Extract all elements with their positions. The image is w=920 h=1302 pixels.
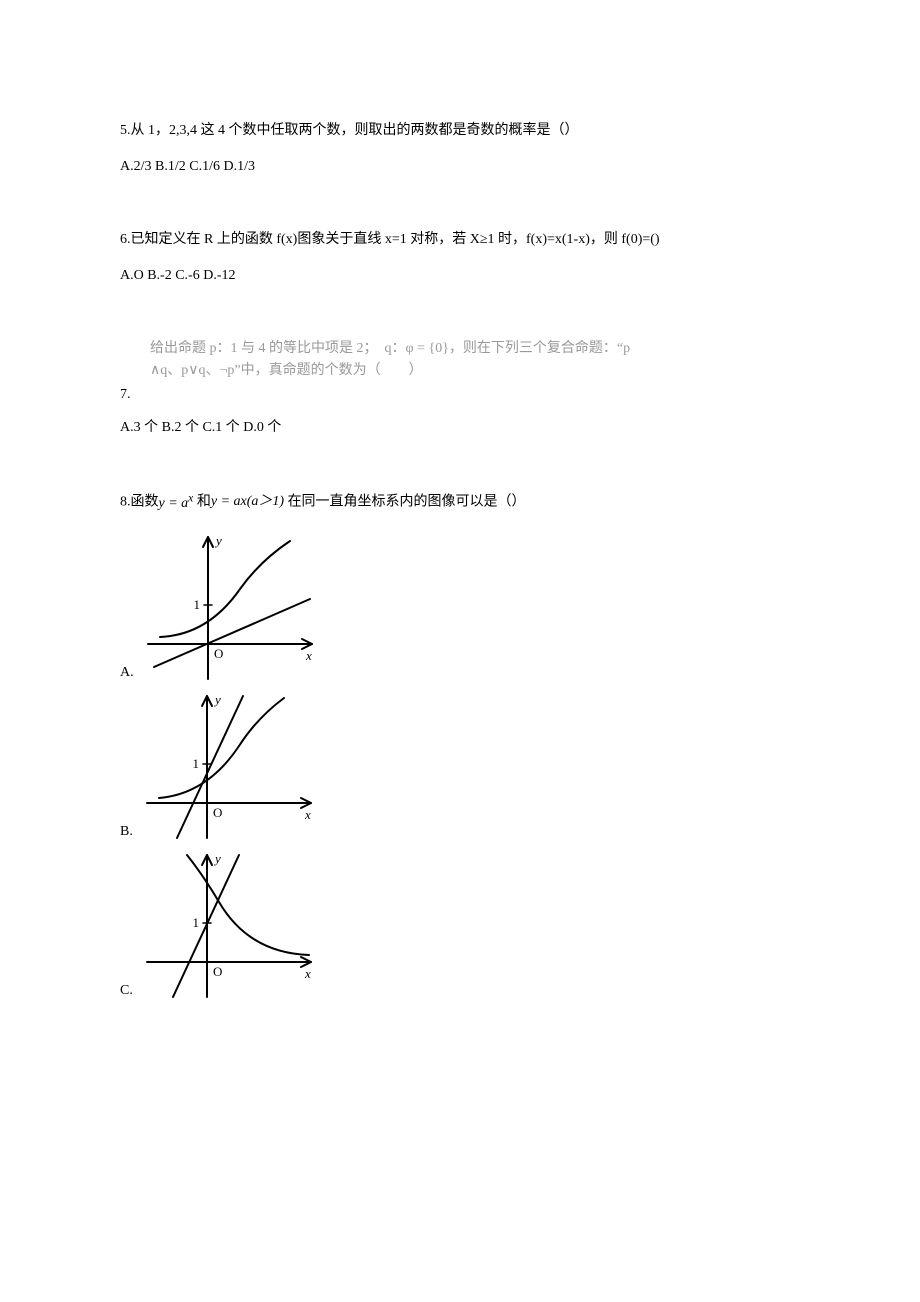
q8-option-c-label: C. [120, 980, 133, 1002]
svg-text:1: 1 [193, 597, 200, 612]
svg-text:x: x [304, 807, 311, 822]
q8-eq1: y = ax [159, 496, 194, 511]
svg-text:x: x [304, 966, 311, 981]
question-7: 给出命题 p：1 与 4 的等比中项是 2； q：φ = {0}，则在下列三个复… [120, 338, 780, 440]
svg-text:1: 1 [192, 915, 199, 930]
svg-text:y: y [213, 692, 221, 707]
q8-option-b-row: B. y x O 1 [120, 688, 780, 843]
question-5: 5.从 1，2,3,4 这 4 个数中任取两个数，则取出的两数都是奇数的概率是（… [120, 120, 780, 179]
q7-faint-line2: ∧q、p∨q、¬p”中，真命题的个数为（ ） [120, 360, 780, 382]
svg-text:O: O [213, 964, 222, 979]
q8-graph-b: y x O 1 [139, 688, 319, 843]
q7-faint-line1: 给出命题 p：1 与 4 的等比中项是 2； q：φ = {0}，则在下列三个复… [120, 338, 780, 360]
question-8: 8.函数y = ax 和y = ax(a＞1) 在同一直角坐标系内的图像可以是（… [120, 489, 780, 1002]
q8-option-a-row: A. y x O 1 [120, 529, 780, 684]
q8-eq2: y = ax(a＞1) [211, 494, 284, 509]
q8-option-b-label: B. [120, 821, 133, 843]
svg-text:x: x [305, 648, 312, 663]
svg-text:O: O [214, 646, 223, 661]
q5-text: 5.从 1，2,3,4 这 4 个数中任取两个数，则取出的两数都是奇数的概率是（… [120, 120, 780, 142]
q8-option-c-row: C. y x O 1 [120, 847, 780, 1002]
question-6: 6.已知定义在 R 上的函数 f(x)图象关于直线 x=1 对称，若 X≥1 时… [120, 229, 780, 288]
svg-text:y: y [213, 851, 221, 866]
svg-text:y: y [214, 533, 222, 548]
q6-text: 6.已知定义在 R 上的函数 f(x)图象关于直线 x=1 对称，若 X≥1 时… [120, 229, 780, 251]
q8-suffix: 在同一直角坐标系内的图像可以是（） [284, 494, 526, 509]
q8-graph-a: y x O 1 [140, 529, 320, 684]
svg-text:O: O [213, 805, 222, 820]
q5-options: A.2/3 B.1/2 C.1/6 D.1/3 [120, 156, 780, 178]
q8-graph-c: y x O 1 [139, 847, 319, 1002]
q8-prefix: 8.函数 [120, 494, 159, 509]
q6-options: A.O B.-2 C.-6 D.-12 [120, 265, 780, 287]
q8-mid: 和 [193, 494, 211, 509]
q8-option-a-label: A. [120, 662, 134, 684]
q7-options: A.3 个 B.2 个 C.1 个 D.0 个 [120, 417, 780, 439]
q8-text: 8.函数y = ax 和y = ax(a＞1) 在同一直角坐标系内的图像可以是（… [120, 489, 780, 515]
q7-number: 7. [120, 384, 780, 406]
svg-text:1: 1 [192, 756, 199, 771]
